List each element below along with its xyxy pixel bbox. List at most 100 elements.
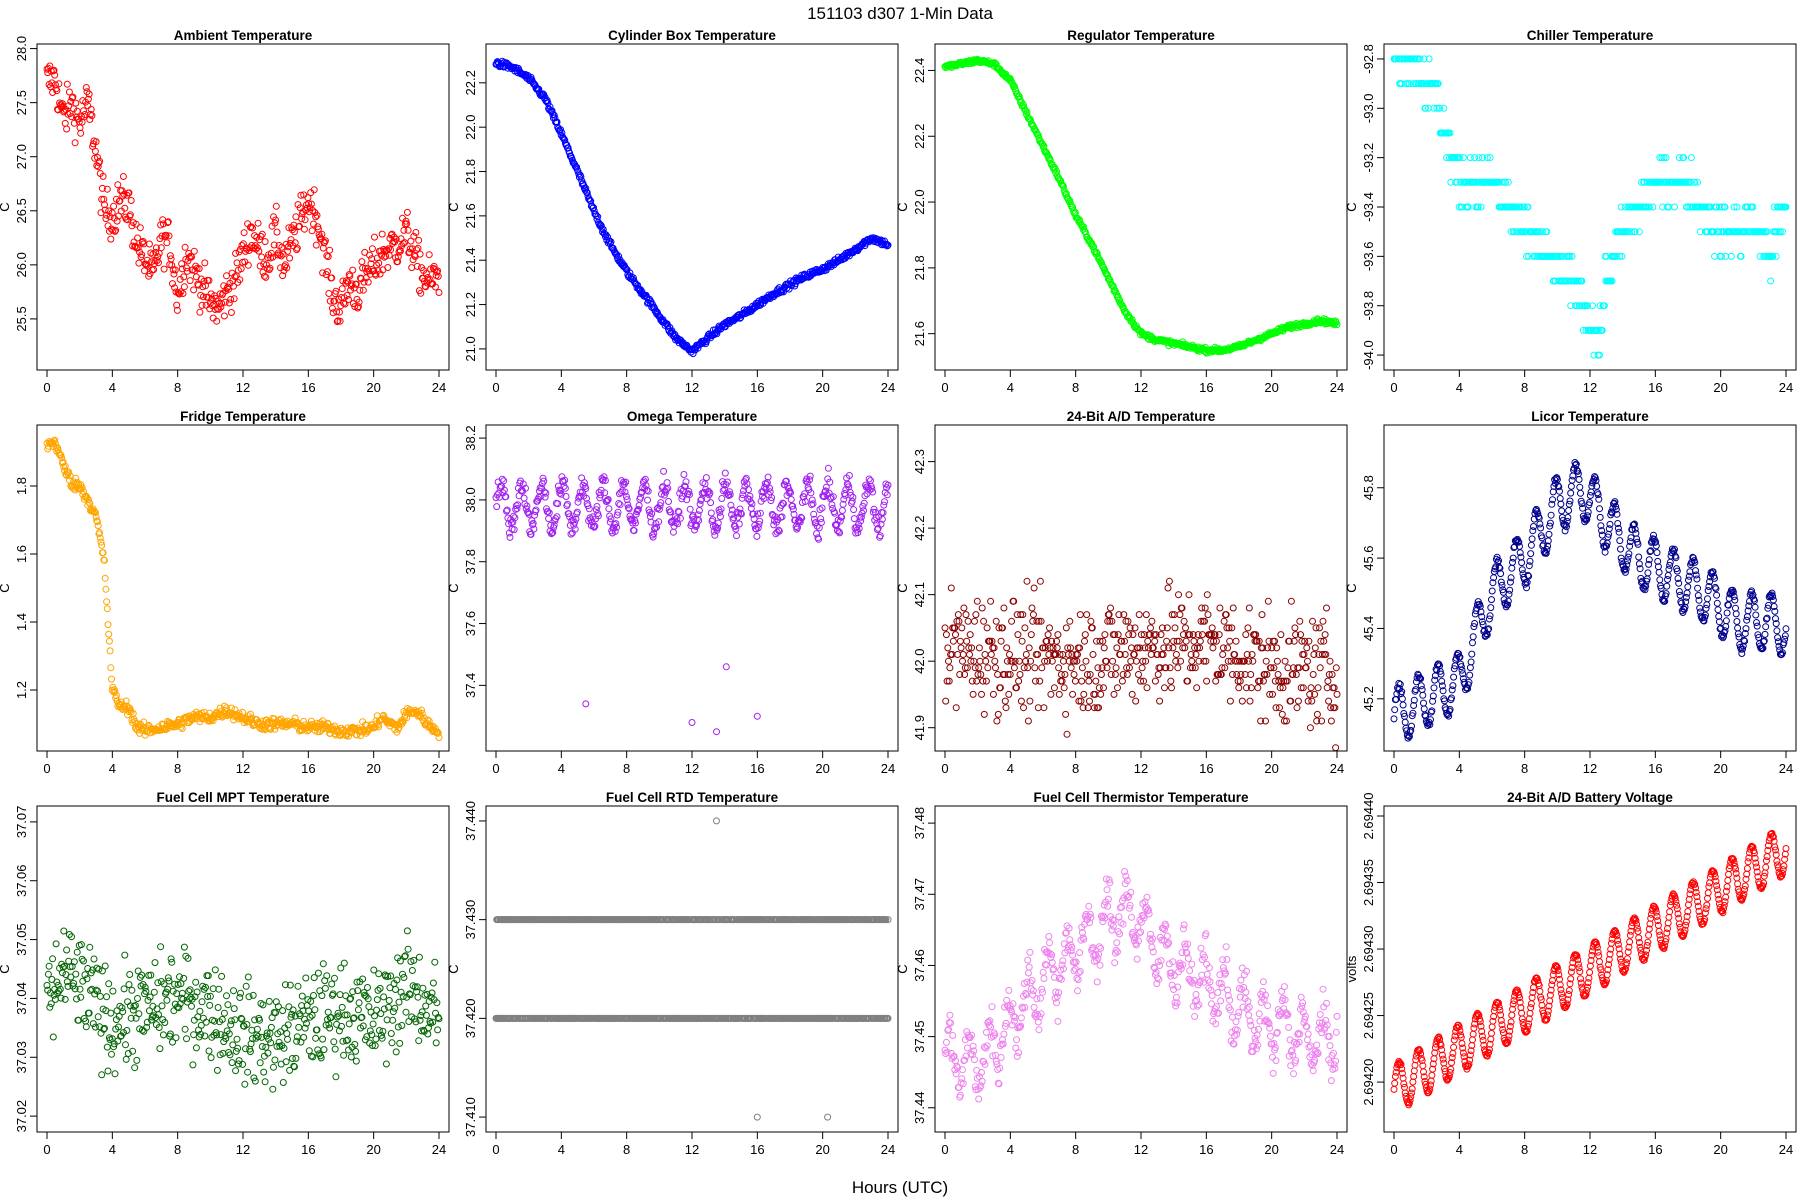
data-point [134, 244, 142, 252]
data-point [66, 110, 74, 117]
x-tick-label: 24 [432, 761, 446, 776]
x-tick-label: 0 [43, 380, 50, 395]
data-point [435, 289, 443, 296]
y-tick-label: -93.8 [1361, 291, 1376, 321]
data-point [125, 189, 133, 197]
data-point [171, 284, 179, 292]
x-tick-label: 16 [1199, 380, 1213, 395]
data-point [199, 293, 207, 301]
y-tick-label: 21.8 [912, 255, 927, 280]
data-point [160, 265, 168, 273]
data-point [425, 251, 433, 259]
data-point [82, 84, 90, 91]
data-point [168, 261, 176, 269]
data-point [88, 112, 96, 120]
data-point [221, 298, 229, 306]
y-axis-label: C [1344, 583, 1359, 592]
data-point [583, 188, 590, 196]
panel-title: Chiller Temperature [1527, 28, 1654, 43]
data-point [326, 297, 334, 305]
data-point [144, 262, 152, 270]
x-tick-label: 0 [941, 380, 948, 395]
data-point [573, 163, 581, 171]
y-axis-label: C [1344, 202, 1359, 211]
data-point [230, 282, 237, 290]
data-point [113, 217, 121, 225]
data-point [365, 267, 373, 275]
data-point [180, 273, 188, 281]
data-point [77, 129, 85, 137]
y-tick-label: 45.8 [1361, 475, 1376, 500]
y-tick-label: 1.4 [14, 613, 29, 631]
data-point [134, 234, 141, 242]
panel-0: Ambient TemperatureC0481216202425.526.02… [0, 28, 450, 395]
data-point [207, 290, 215, 298]
y-tick-label: 45.6 [1361, 545, 1376, 570]
data-point [366, 251, 374, 259]
panel-title: Cylinder Box Temperature [608, 28, 776, 43]
x-tick-label: 20 [1264, 380, 1278, 395]
data-point [410, 232, 418, 240]
data-point [181, 243, 189, 251]
data-point [190, 286, 198, 294]
data-point [227, 309, 235, 316]
data-point [271, 219, 279, 227]
data-point [652, 307, 660, 315]
x-tick-label: 16 [1648, 761, 1662, 776]
data-point [310, 186, 318, 194]
data-point [323, 252, 331, 260]
data-point [387, 246, 395, 254]
x-tick-label: 12 [236, 380, 250, 395]
y-tick-label: 25.5 [14, 306, 29, 331]
data-point [100, 195, 108, 203]
data-point [218, 299, 226, 307]
data-point [213, 317, 221, 325]
data-point [342, 277, 350, 285]
data-point [721, 323, 729, 331]
data-point [236, 276, 244, 284]
data-point [152, 244, 160, 252]
x-tick-label: 12 [685, 380, 699, 395]
data-point [110, 202, 118, 210]
data-point [319, 269, 327, 277]
data-point [65, 102, 73, 110]
data-point [48, 79, 56, 87]
data-point [164, 218, 172, 226]
data-point [629, 274, 637, 282]
x-tick-label: 16 [750, 761, 764, 776]
data-point [254, 219, 262, 227]
x-tick-label: 12 [236, 761, 250, 776]
data-point [399, 240, 407, 247]
data-point [247, 223, 255, 231]
data-point [264, 254, 272, 262]
data-point [293, 244, 301, 252]
data-point [187, 252, 195, 260]
x-tick-label: 4 [109, 761, 116, 776]
data-point [253, 244, 261, 252]
data-point [321, 237, 329, 245]
panel-title: Fridge Temperature [180, 409, 306, 424]
data-point [539, 90, 547, 98]
data-point [240, 229, 248, 237]
data-point [551, 114, 559, 122]
y-tick-label: 42.1 [912, 582, 927, 607]
data-point [107, 235, 115, 243]
data-point [359, 264, 367, 272]
y-tick-label: 1.2 [14, 681, 29, 699]
data-point [53, 87, 61, 95]
data-point [272, 216, 280, 224]
data-points [492, 57, 892, 358]
data-point [434, 272, 442, 280]
x-tick-label: 0 [1390, 761, 1397, 776]
data-point [558, 129, 566, 137]
panel-title: Fuel Cell MPT Temperature [156, 790, 330, 805]
data-point [96, 157, 104, 165]
y-tick-label: 21.2 [463, 292, 478, 317]
data-point [186, 277, 194, 285]
x-tick-label: 8 [1521, 380, 1528, 395]
x-tick-label: 4 [1456, 761, 1463, 776]
data-point [543, 98, 550, 105]
data-point [406, 245, 414, 253]
data-point [546, 103, 554, 111]
x-tick-label: 24 [1779, 761, 1793, 776]
